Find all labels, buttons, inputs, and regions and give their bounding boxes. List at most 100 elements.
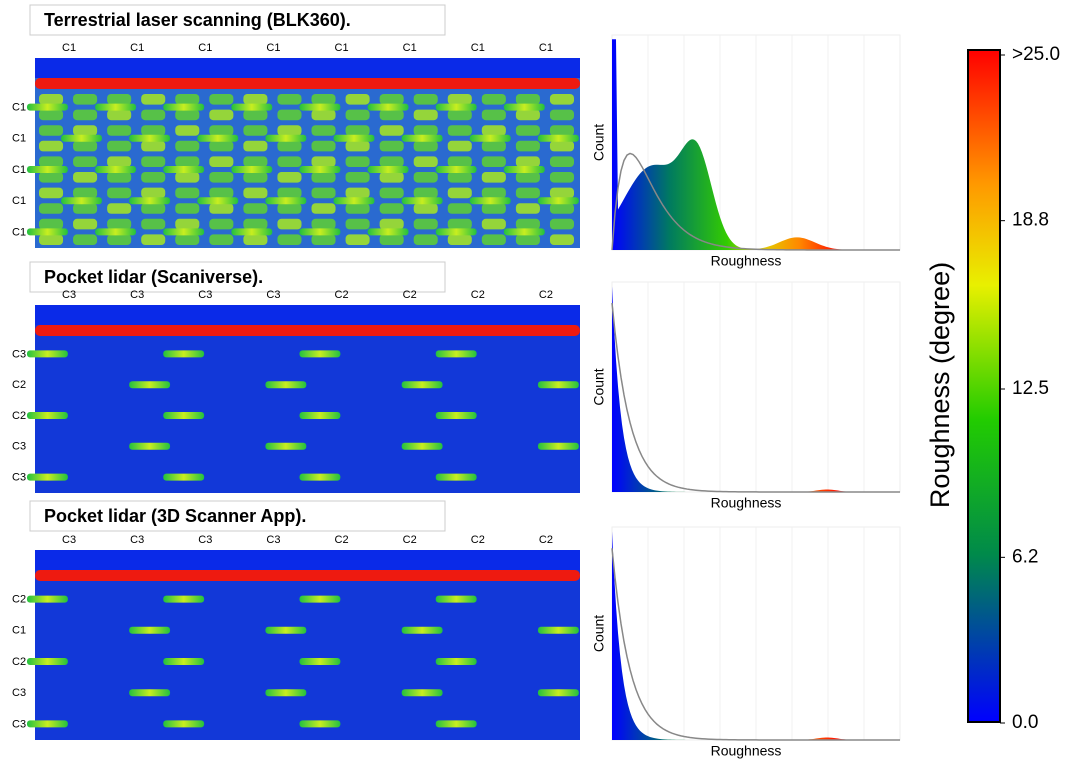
texture: [482, 141, 506, 152]
texture: [300, 596, 341, 603]
column-label: C2: [335, 534, 349, 546]
texture: [209, 234, 233, 245]
texture: [95, 166, 136, 173]
texture: [73, 219, 97, 230]
texture: [482, 234, 506, 245]
row-label: C1: [12, 195, 26, 207]
texture: [243, 188, 267, 199]
column-label: C3: [198, 534, 212, 546]
texture: [550, 156, 574, 167]
texture: [300, 658, 341, 665]
texture: [39, 203, 63, 214]
texture: [27, 596, 68, 603]
texture: [107, 125, 131, 136]
texture: [141, 219, 165, 230]
texture: [175, 125, 199, 136]
heatmap-top: [35, 58, 580, 78]
texture: [448, 188, 472, 199]
texture: [277, 172, 301, 183]
texture: [163, 596, 204, 603]
texture: [265, 135, 306, 142]
column-label: C2: [471, 289, 485, 301]
row-label: C3: [12, 348, 26, 360]
hist-y-label: Count: [591, 615, 607, 652]
texture: [550, 188, 574, 199]
texture: [243, 110, 267, 121]
column-label: C2: [335, 289, 349, 301]
texture: [414, 203, 438, 214]
texture: [346, 172, 370, 183]
texture: [61, 135, 102, 142]
texture: [300, 474, 341, 481]
row-label: C1: [12, 625, 26, 637]
panel-title: Pocket lidar (Scaniverse).: [44, 267, 263, 287]
texture: [107, 94, 131, 105]
texture: [380, 125, 404, 136]
texture: [448, 125, 472, 136]
texture: [209, 141, 233, 152]
texture: [414, 125, 438, 136]
column-label: C2: [403, 289, 417, 301]
texture: [414, 219, 438, 230]
texture: [209, 125, 233, 136]
texture: [300, 104, 341, 111]
column-label: C1: [130, 42, 144, 54]
texture: [470, 135, 511, 142]
texture: [277, 156, 301, 167]
texture: [436, 350, 477, 357]
texture: [129, 135, 170, 142]
column-label: C1: [403, 42, 417, 54]
texture: [175, 94, 199, 105]
column-label: C1: [335, 42, 349, 54]
texture: [402, 135, 443, 142]
texture: [209, 172, 233, 183]
texture: [27, 228, 68, 235]
texture: [504, 228, 545, 235]
texture: [380, 110, 404, 121]
row-label: C2: [12, 656, 26, 668]
texture: [39, 172, 63, 183]
texture: [73, 125, 97, 136]
texture: [448, 110, 472, 121]
texture: [380, 234, 404, 245]
texture: [516, 172, 540, 183]
texture: [516, 141, 540, 152]
column-label: C3: [130, 534, 144, 546]
texture: [346, 110, 370, 121]
column-label: C2: [539, 534, 553, 546]
figure: Roughness (degree) Terrestrial laser sca…: [0, 0, 1079, 761]
texture: [538, 135, 579, 142]
texture: [300, 166, 341, 173]
texture: [243, 141, 267, 152]
texture: [448, 156, 472, 167]
heatmap-top: [35, 305, 580, 325]
texture: [27, 412, 68, 419]
texture: [516, 94, 540, 105]
row-label: C1: [12, 133, 26, 145]
texture: [163, 474, 204, 481]
histogram: [612, 527, 900, 740]
texture: [277, 141, 301, 152]
texture: [550, 219, 574, 230]
texture: [265, 689, 306, 696]
texture: [448, 234, 472, 245]
texture: [141, 156, 165, 167]
texture: [175, 188, 199, 199]
texture: [129, 689, 170, 696]
column-label: C2: [403, 534, 417, 546]
texture: [129, 443, 170, 450]
colorbar-tick-label: >25.0: [1012, 44, 1060, 65]
hist-x-label: Roughness: [711, 495, 782, 511]
texture: [231, 228, 272, 235]
texture: [175, 203, 199, 214]
texture: [380, 219, 404, 230]
heatmap: [27, 305, 580, 493]
texture: [550, 141, 574, 152]
texture: [380, 172, 404, 183]
texture: [538, 689, 579, 696]
texture: [402, 381, 443, 388]
texture: [436, 474, 477, 481]
texture: [209, 188, 233, 199]
texture: [482, 156, 506, 167]
colorbar-tick-label: 18.8: [1012, 210, 1049, 231]
